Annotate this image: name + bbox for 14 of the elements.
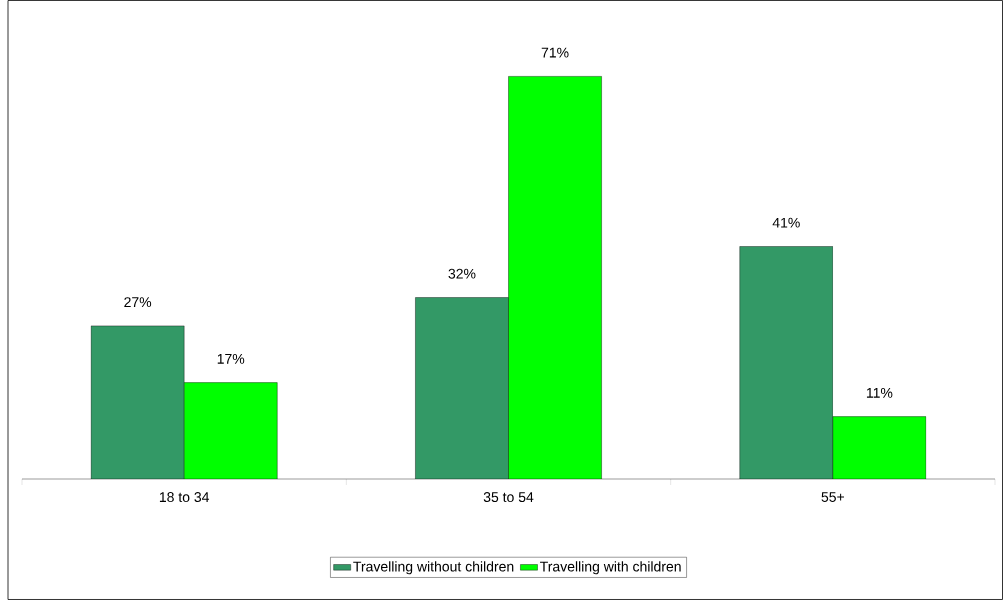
data-label: 11% [866,387,893,398]
legend-label: Travelling without children [353,561,514,575]
x-tick-label: 55+ [821,492,845,502]
bar [508,76,602,479]
data-label: 17% [217,353,245,364]
x-tick-label: 35 to 54 [483,492,534,503]
x-tick-label: 18 to 34 [159,492,210,503]
data-label: 71% [541,47,569,58]
bar [184,382,278,479]
data-label: 27% [124,297,152,308]
data-label: 41% [772,217,800,228]
bar [832,416,927,479]
legend-label: Travelling with children [540,561,681,575]
data-label: 32% [448,268,476,279]
